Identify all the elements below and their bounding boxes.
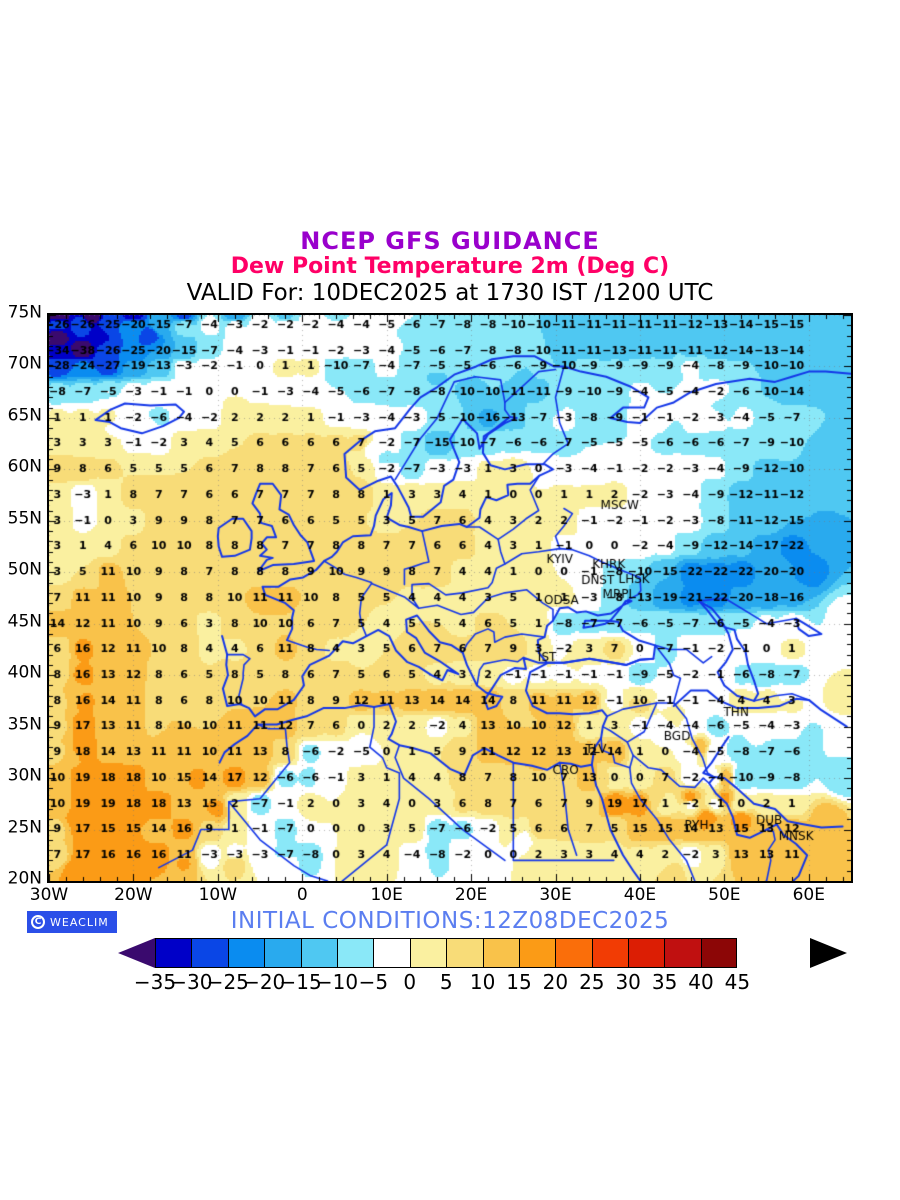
colorbar-cell: [591, 938, 629, 968]
lat-tick-label: 70N: [7, 353, 42, 374]
lat-tick-label: 20N: [7, 868, 42, 889]
colorbar-tick: −20: [243, 970, 286, 994]
colorbar-tick: −5: [358, 970, 389, 994]
colorbar: −35 −30 −25 −20 −15 −10 −5 0 5 10 15 20 25 30 35 40 45: [0, 938, 900, 998]
colorbar-cell: [227, 938, 265, 968]
lon-tick-label: 0: [296, 885, 308, 905]
lon-tick-label: 50E: [708, 885, 741, 905]
colorbar-cell: [700, 938, 738, 968]
lat-tick-label: 60N: [7, 456, 42, 477]
title-valid-time: VALID For: 10DEC2025 at 1730 IST /1200 U…: [186, 280, 714, 306]
initial-conditions-label: INITIAL CONDITIONS:12Z08DEC2025: [230, 908, 670, 934]
colorbar-under-arrow: [118, 938, 155, 968]
lat-tick-label: 40N: [7, 662, 42, 683]
colorbar-tick: −10: [315, 970, 359, 994]
lon-tick-label: 30W: [29, 885, 69, 905]
map-plot-area[interactable]: [47, 313, 853, 883]
colorbar-tick: −30: [170, 970, 213, 994]
colorbar-cell: [300, 938, 337, 968]
colorbar-tick: 30: [615, 970, 641, 994]
lon-tick-label: 60E: [792, 885, 825, 905]
lon-tick-label: 40E: [623, 885, 657, 905]
dewpoint-field-canvas: [49, 315, 851, 881]
lat-tick-label: 25N: [7, 817, 42, 838]
colorbar-tick: 25: [579, 970, 605, 994]
title-model: NCEP GFS GUIDANCE: [300, 227, 600, 255]
lon-tick-label: 30E: [539, 885, 572, 905]
colorbar-tick: −35: [133, 970, 177, 994]
colorbar-cell: [155, 938, 192, 968]
colorbar-tick: 5: [439, 970, 453, 994]
chart-title-block: NCEP GFS GUIDANCE Dew Point Temperature …: [0, 228, 900, 307]
lat-tick-label: 30N: [7, 765, 42, 786]
colorbar-cell: [482, 938, 519, 968]
colorbar-cell: [409, 938, 447, 968]
lon-tick-label: 20E: [454, 885, 488, 905]
colorbar-cell: [664, 938, 701, 968]
lat-tick-label: 45N: [7, 611, 42, 632]
longitude-axis: 30W 20W 10W 0 10E 20E 30E 40E 50E 60E: [30, 885, 853, 909]
copyright-icon: C: [31, 915, 45, 929]
lat-tick-label: 50N: [7, 559, 42, 580]
colorbar-cell: [336, 938, 374, 968]
colorbar-cell: [446, 938, 483, 968]
colorbar-cell: [191, 938, 228, 968]
weaclim-logo[interactable]: C WEACLIM: [27, 911, 117, 933]
lon-tick-label: 20W: [114, 885, 153, 905]
weaclim-logo-label: WEACLIM: [50, 915, 109, 929]
colorbar-tick: 35: [651, 970, 678, 994]
colorbar-tick: 20: [542, 970, 569, 994]
colorbar-tick: 15: [506, 970, 532, 994]
lat-tick-label: 65N: [7, 405, 42, 426]
latitude-axis: 75N 70N 65N 60N 55N 50N 45N 40N 35N 30N 25N 20N: [0, 304, 45, 887]
colorbar-tick: −25: [206, 970, 249, 994]
colorbar-cell: [518, 938, 556, 968]
colorbar-cell: [264, 938, 301, 968]
colorbar-tick: 40: [688, 970, 714, 994]
colorbar-tick: 0: [403, 970, 417, 994]
colorbar-tick: 45: [724, 970, 751, 994]
colorbar-cells: [155, 938, 738, 968]
lon-tick-label: 10W: [198, 885, 238, 905]
title-variable: Dew Point Temperature 2m (Deg C): [230, 254, 670, 279]
colorbar-cell: [628, 938, 665, 968]
colorbar-cell: [555, 938, 592, 968]
colorbar-cell: [373, 938, 410, 968]
lat-tick-label: 35N: [7, 714, 42, 735]
lat-tick-label: 75N: [7, 302, 42, 323]
colorbar-tick: −15: [279, 970, 322, 994]
colorbar-tick-labels: −35 −30 −25 −20 −15 −10 −5 0 5 10 15 20 25 30 35 40 45: [0, 970, 900, 996]
colorbar-over-arrow: [810, 938, 847, 968]
lon-tick-label: 10E: [370, 885, 403, 905]
colorbar-tick: 10: [469, 970, 496, 994]
lat-tick-label: 55N: [7, 508, 42, 529]
